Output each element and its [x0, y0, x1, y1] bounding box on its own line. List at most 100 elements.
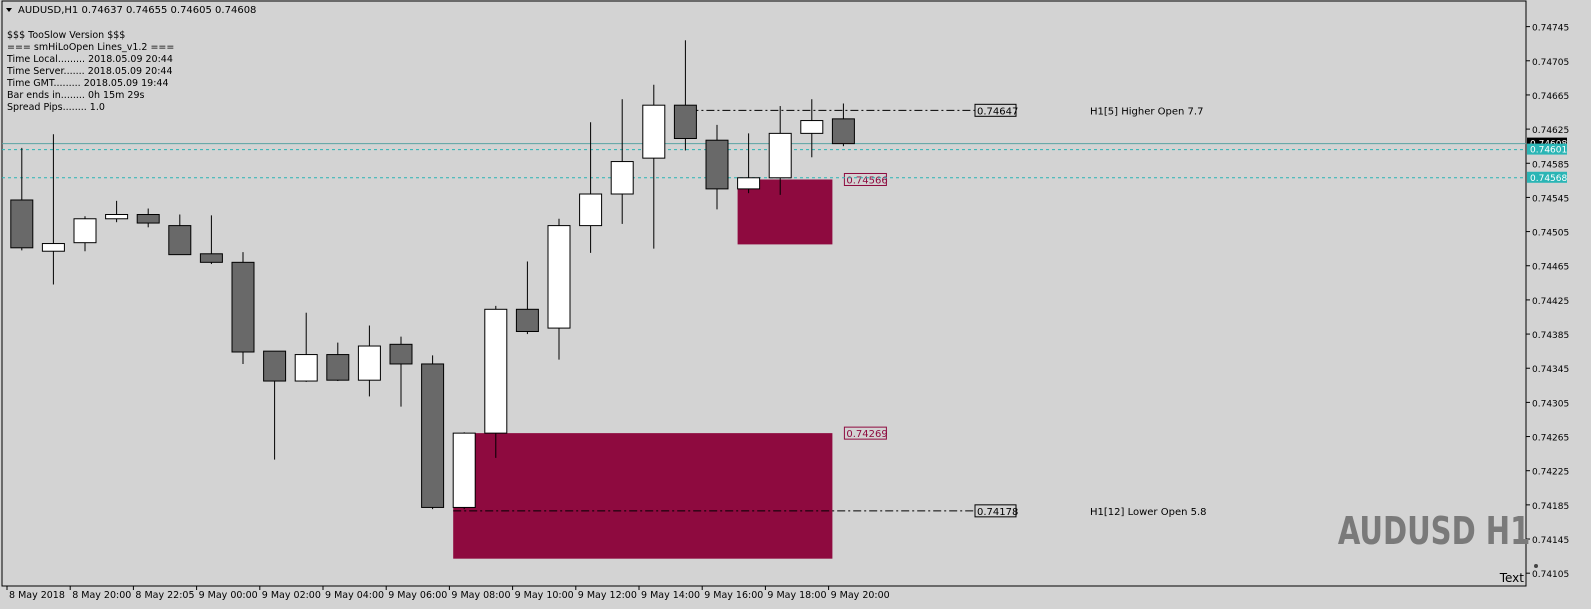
candle — [768, 106, 792, 195]
time-tick-label: 9 May 14:00 — [641, 590, 700, 601]
candle-body — [610, 161, 634, 195]
candle-body — [10, 199, 34, 249]
price-tag-text: 0.74568 — [1530, 174, 1567, 184]
text-object-label[interactable]: Text — [1499, 571, 1525, 585]
zone-price-label: 0.74269 — [843, 426, 888, 440]
candle — [105, 200, 129, 223]
open-level-note: H1[5] Higher Open 7.7 — [1090, 106, 1203, 117]
symbol-watermark: AUDUSD H1 — [1338, 510, 1530, 554]
price-tick-label: 0.74505 — [1532, 229, 1569, 239]
zone-price-label: 0.74566 — [843, 172, 888, 186]
candle — [831, 103, 855, 147]
text-object-anchor-icon[interactable] — [1534, 564, 1538, 568]
candle-body — [41, 243, 65, 252]
price-tag-box — [1527, 143, 1567, 155]
candle — [168, 214, 192, 256]
candle-body — [357, 345, 381, 381]
time-tick-label: 9 May 20:00 — [831, 590, 890, 601]
candle — [73, 216, 97, 252]
price-tag-box — [1527, 171, 1567, 183]
zone-price-label-text: 0.74269 — [846, 429, 887, 440]
time-axis[interactable]: 8 May 2018 8 May 20:00 8 May 22:05 9 May 00… — [6, 586, 890, 601]
supply-demand-zone — [453, 433, 833, 559]
candle-body — [421, 363, 445, 508]
open-level-label-box — [974, 103, 1017, 117]
price-tick-label: 0.74585 — [1532, 160, 1569, 170]
zones-layer: 0.74566 0.74269 — [453, 172, 888, 559]
candle — [452, 432, 476, 510]
candle — [263, 350, 287, 460]
zone-price-label-box — [843, 172, 887, 186]
price-tick-label: 0.74625 — [1532, 126, 1569, 136]
candle — [579, 122, 603, 253]
candle-body — [515, 308, 539, 333]
time-tick-label: 9 May 10:00 — [515, 590, 574, 601]
candle — [389, 336, 413, 407]
candle — [484, 305, 508, 458]
collapse-triangle-icon[interactable] — [6, 8, 12, 12]
price-axis[interactable]: 0.74745 0.74705 0.74665 0.74625 0.74585 0.745… — [1526, 24, 1569, 581]
open-level-note: H1[12] Lower Open 5.8 — [1090, 507, 1207, 518]
time-tick-label: 9 May 06:00 — [388, 590, 447, 601]
info-line-1: $$$ TooSlow Version $$$ — [7, 30, 125, 41]
supply-demand-zone — [737, 179, 833, 245]
time-tick-label: 9 May 16:00 — [704, 590, 763, 601]
candle — [737, 133, 761, 194]
price-tick-label: 0.74265 — [1532, 434, 1569, 444]
price-tick-label: 0.74185 — [1532, 502, 1569, 512]
open-level-label: 0.74647 — [977, 106, 1018, 117]
price-tick-label: 0.74305 — [1532, 399, 1569, 409]
candle-body — [831, 118, 855, 145]
candle-body — [768, 132, 792, 179]
candle — [199, 215, 223, 265]
candle-body — [484, 308, 508, 434]
candle — [515, 261, 539, 335]
price-tick-label: 0.74665 — [1532, 92, 1569, 102]
time-tick-label: 9 May 00:00 — [199, 590, 258, 601]
horizontal-lines-layer: 0.74647 H1[5] Higher Open 7.7 0.74178 H1[12… — [2, 103, 1526, 518]
time-tick-label: 9 May 18:00 — [767, 590, 826, 601]
price-tag: 0.74601 — [1527, 143, 1567, 156]
candle — [610, 99, 634, 224]
candle-body — [136, 214, 160, 224]
candle — [136, 208, 160, 228]
price-tick-label: 0.74545 — [1532, 194, 1569, 204]
price-tick-label: 0.74385 — [1532, 331, 1569, 341]
candle — [41, 134, 65, 285]
candle — [673, 40, 697, 151]
candle-body — [547, 225, 571, 329]
price-tag: 0.74568 — [1527, 171, 1567, 184]
candle-body — [737, 177, 761, 190]
candle-body — [800, 120, 824, 134]
candle — [800, 99, 824, 158]
candle-body — [579, 193, 603, 227]
price-tick-label: 0.74745 — [1532, 24, 1569, 34]
price-tick-label: 0.74225 — [1532, 468, 1569, 478]
candle-body — [642, 104, 666, 159]
time-tick-label: 9 May 12:00 — [578, 590, 637, 601]
zone-price-label-text: 0.74566 — [846, 175, 887, 186]
candle — [326, 342, 350, 382]
candle-body — [231, 261, 255, 353]
price-tick-label: 0.74145 — [1532, 536, 1569, 546]
info-line-3: Time Local......... 2018.05.09 20:44 — [6, 54, 173, 65]
candle — [10, 147, 34, 251]
candle-body — [452, 432, 476, 508]
price-tick-label: 0.74465 — [1532, 263, 1569, 273]
time-tick-label: 8 May 22:05 — [135, 590, 194, 601]
candle-body — [168, 225, 192, 256]
candle — [231, 252, 255, 364]
time-tick-label: 9 May 08:00 — [451, 590, 510, 601]
info-line-2: === smHiLoOpen Lines_v1.2 === — [7, 42, 174, 53]
info-line-7: Spread Pips........ 1.0 — [7, 102, 105, 113]
info-line-6: Bar ends in........ 0h 15m 29s — [7, 90, 145, 101]
candle-body — [389, 343, 413, 365]
candle — [705, 124, 729, 210]
open-level-label-box — [974, 504, 1017, 518]
candle-body — [673, 104, 697, 139]
candle — [547, 218, 571, 360]
time-tick-label: 9 May 02:00 — [262, 590, 321, 601]
